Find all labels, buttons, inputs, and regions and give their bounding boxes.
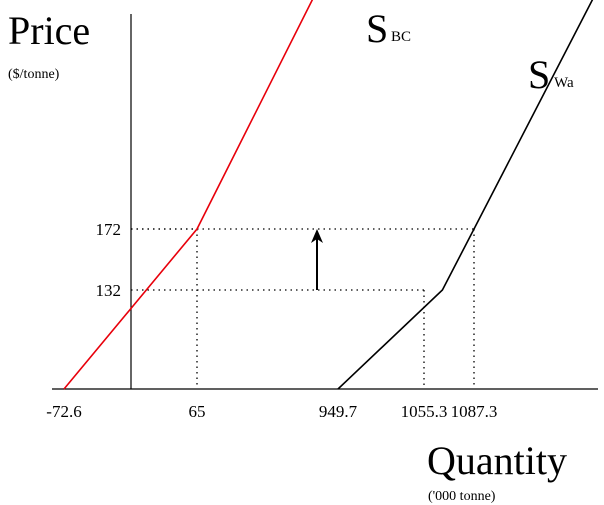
series-label-swa-sub: Wa bbox=[554, 75, 574, 91]
series-label-sbc-sub: BC bbox=[391, 29, 411, 45]
supply-lines bbox=[64, 0, 604, 389]
x-tick-label: 65 bbox=[189, 402, 206, 421]
x-axis-unit: ('000 tonne) bbox=[428, 489, 496, 504]
x-tick-label: -72.6 bbox=[46, 402, 81, 421]
series-label-swa-main: S bbox=[528, 52, 550, 97]
series-line-swa bbox=[338, 0, 604, 389]
series-label-sbc-main: S bbox=[366, 6, 388, 51]
series-label-swa: S Wa bbox=[528, 52, 574, 97]
y-axis-unit: ($/tonne) bbox=[8, 67, 60, 82]
tick-labels: -72.6 65 949.7 1055.3 1087.3 132 172 bbox=[46, 220, 497, 421]
x-tick-label: 1087.3 bbox=[451, 402, 498, 421]
y-axis-title: Price bbox=[8, 8, 90, 53]
x-tick-label: 1055.3 bbox=[401, 402, 448, 421]
y-tick-label: 132 bbox=[96, 281, 122, 300]
price-increase-arrow bbox=[311, 229, 323, 290]
axes bbox=[52, 14, 598, 389]
series-label-sbc: S BC bbox=[366, 6, 411, 51]
x-axis-title: Quantity bbox=[427, 438, 567, 483]
series-line-sbc bbox=[64, 0, 376, 389]
x-tick-label: 949.7 bbox=[319, 402, 358, 421]
y-tick-label: 172 bbox=[96, 220, 122, 239]
